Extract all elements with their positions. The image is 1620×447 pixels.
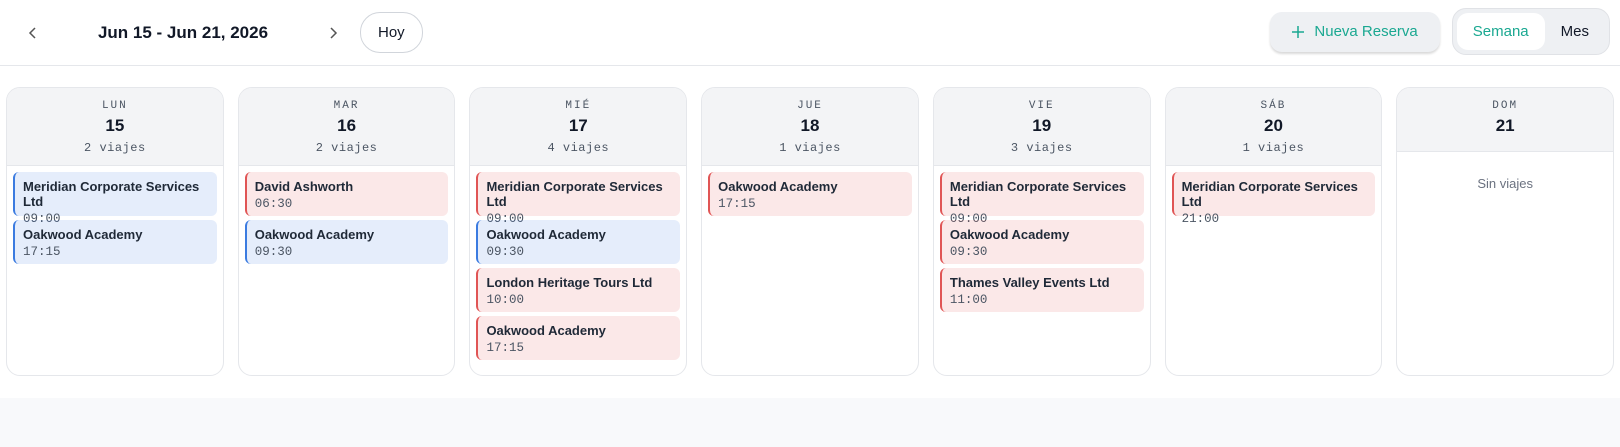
trip-card[interactable]: Meridian Corporate Services Ltd 09:00 (939, 172, 1144, 226)
day-header: VIE 19 3 viajes (933, 88, 1150, 166)
prev-week[interactable] (18, 18, 48, 48)
view-toggle: Semana Mes (1451, 8, 1610, 55)
trip-name: Oakwood Academy (486, 323, 606, 338)
trip-card[interactable]: Oakwood Academy 17:15 (708, 172, 912, 216)
trip-card[interactable]: Oakwood Academy 17:15 (13, 220, 217, 264)
plus-icon (1292, 25, 1305, 38)
trip-count: 2 viajes (84, 141, 146, 155)
weekday: VIE (1028, 100, 1055, 112)
trip-card[interactable]: Meridian Corporate Services Ltd 21:00 (1171, 172, 1376, 226)
trip-card[interactable]: Meridian Corporate Services Ltd 09:00 (13, 172, 217, 226)
trip-list: David Ashworth 06:30 Oakwood Academy 09:30 (239, 166, 455, 270)
weekday: JUE (797, 100, 823, 112)
trip-card[interactable]: Oakwood Academy 17:15 (476, 316, 681, 360)
trip-time: 09:00 (23, 212, 61, 226)
trip-time: 17:15 (486, 341, 524, 355)
day-number: 16 (337, 116, 357, 135)
trip-time: 09:30 (949, 245, 988, 259)
trip-name: Meridian Corporate Services Ltd (1181, 179, 1358, 209)
trip-card[interactable]: Oakwood Academy 09:30 (939, 220, 1144, 264)
trip-name: Meridian Corporate Services Ltd (486, 179, 663, 209)
day-column: SÁB 20 1 viajes Meridian Corporate Services… (1164, 87, 1383, 376)
trip-time: 09:00 (486, 212, 524, 226)
day-header: DOM 21 (1397, 88, 1614, 152)
day-number: 21 (1495, 116, 1515, 135)
trip-time: 17:15 (23, 245, 61, 259)
day-number: 19 (1032, 116, 1052, 135)
day-column: JUE 18 1 viajes Oakwood Academy 17:15 (701, 87, 919, 376)
trip-time: 09:00 (949, 212, 988, 226)
day-header: LUN 15 2 viajes (7, 88, 223, 166)
trip-name: Oakwood Academy (254, 227, 375, 242)
trip-name: David Ashworth (254, 179, 354, 194)
today-button[interactable]: Hoy (360, 12, 423, 53)
day-number: 18 (800, 116, 820, 135)
trip-name: Oakwood Academy (486, 227, 606, 242)
trip-time: 10:00 (486, 293, 524, 307)
day-header: SÁB 20 1 viajes (1165, 88, 1382, 166)
trip-time: 17:15 (718, 197, 756, 211)
trip-card[interactable]: Oakwood Academy 09:30 (244, 220, 449, 264)
trip-name: London Heritage Tours Ltd (486, 275, 653, 290)
day-number: 17 (568, 116, 588, 135)
trip-time: 06:30 (254, 197, 293, 211)
weekday: LUN (101, 100, 128, 112)
trip-count: 4 viajes (547, 141, 610, 155)
weekday: MIÉ (565, 100, 592, 112)
trip-time: 11:00 (949, 293, 988, 307)
trip-list: Oakwood Academy 17:15 (702, 166, 918, 222)
trip-card[interactable]: Thames Valley Events Ltd 11:00 (939, 268, 1144, 312)
day-header: JUE 18 1 viajes (702, 88, 918, 166)
trip-card[interactable]: Oakwood Academy 09:30 (476, 220, 681, 264)
day-column: VIE 19 3 viajes Meridian Corporate Services… (932, 87, 1151, 376)
trip-count: 1 viajes (779, 141, 841, 155)
trip-name: Meridian Corporate Services Ltd (23, 179, 200, 209)
day-number: 20 (1263, 116, 1283, 135)
date-range: Jun 15 - Jun 21, 2026 (97, 22, 269, 42)
trip-name: Thames Valley Events Ltd (949, 275, 1110, 290)
trip-name: Oakwood Academy (23, 227, 143, 242)
trip-card[interactable]: London Heritage Tours Ltd 10:00 (476, 268, 681, 312)
day-header: MIÉ 17 4 viajes (470, 88, 687, 166)
trip-name: Meridian Corporate Services Ltd (949, 179, 1127, 209)
trip-card[interactable]: David Ashworth 06:30 (244, 172, 449, 216)
trip-time: 09:30 (486, 245, 524, 259)
trip-list: Meridian Corporate Services Ltd 09:00 Oakw… (470, 166, 686, 366)
weekday: DOM (1492, 100, 1519, 112)
new-booking[interactable]: Nueva Reserva (1270, 11, 1440, 52)
trip-count: 3 viajes (1010, 141, 1073, 155)
trip-card[interactable]: Meridian Corporate Services Ltd 09:00 (476, 172, 681, 226)
day-column: LUN 15 2 viajes Meridian Corporate Services… (6, 87, 224, 376)
trip-count: 2 viajes (315, 141, 378, 155)
day-column: MIÉ 17 4 viajes Meridian Corporate Services… (469, 87, 688, 376)
trip-list: Meridian Corporate Services Ltd 09:00 Oakw… (7, 166, 223, 270)
month-view[interactable]: Mes (1560, 23, 1589, 40)
chevron-right (330, 26, 338, 39)
day-column: DOM 21 Sin viajes (1396, 87, 1615, 376)
trip-name: Oakwood Academy (718, 179, 838, 194)
trip-list: Meridian Corporate Services Ltd 21:00 (1166, 166, 1382, 226)
trip-list: Meridian Corporate Services Ltd 09:00 Oakw… (934, 166, 1150, 318)
trip-time: 09:30 (254, 245, 293, 259)
day-number: 15 (105, 116, 125, 135)
trip-count: 1 viajes (1242, 141, 1305, 155)
weekday: MAR (333, 100, 360, 112)
next-week[interactable] (318, 18, 348, 48)
day-header: MAR 16 2 viajes (238, 88, 455, 166)
chevron-left (28, 26, 36, 39)
new-booking-label: Nueva Reserva (1314, 23, 1418, 40)
trip-time: 21:00 (1181, 212, 1220, 226)
toolbar: Jun 15 - Jun 21, 2026 Hoy Nueva Reserva … (0, 0, 1620, 66)
week-view[interactable]: Semana (1456, 13, 1545, 50)
day-column: MAR 16 2 viajes David Ashworth 06:30 Oakwood … (237, 87, 456, 376)
weekday: SÁB (1260, 100, 1287, 112)
trip-name: Oakwood Academy (949, 227, 1070, 242)
actions: Nueva Reserva Semana Mes (1270, 8, 1610, 55)
empty-label: Sin viajes (1477, 176, 1533, 191)
week-grid: LUN 15 2 viajes Meridian Corporate Services… (0, 66, 1620, 398)
